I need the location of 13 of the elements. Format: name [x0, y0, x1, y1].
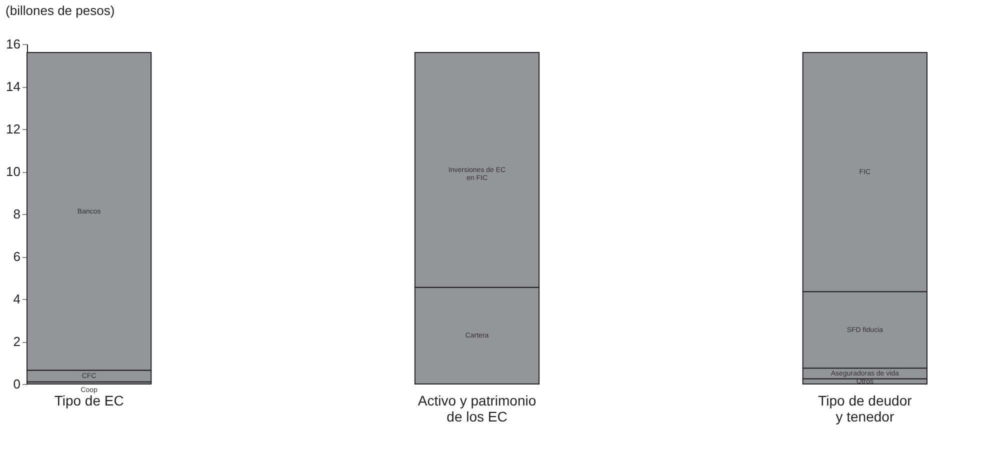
y-tick-label: 16 [6, 36, 20, 52]
y-tick-label: 6 [13, 249, 20, 264]
y-tick-label: 8 [13, 206, 20, 222]
y-tick-label: 0 [13, 376, 20, 392]
y-tick-label: 10 [6, 164, 20, 179]
y-axis-title: (billones de pesos) [6, 3, 115, 18]
y-tick-label: 12 [6, 122, 20, 136]
y-tick-label: 2 [13, 334, 20, 349]
x-tick-label: Activo y patrimonio de los EC [418, 392, 536, 424]
x-tick-label: Tipo de EC [54, 392, 124, 408]
y-tick-label: 4 [13, 292, 20, 306]
x-tick-label: Tipo de deudor y tenedor [818, 392, 912, 424]
y-tick-label: 14 [6, 79, 20, 94]
